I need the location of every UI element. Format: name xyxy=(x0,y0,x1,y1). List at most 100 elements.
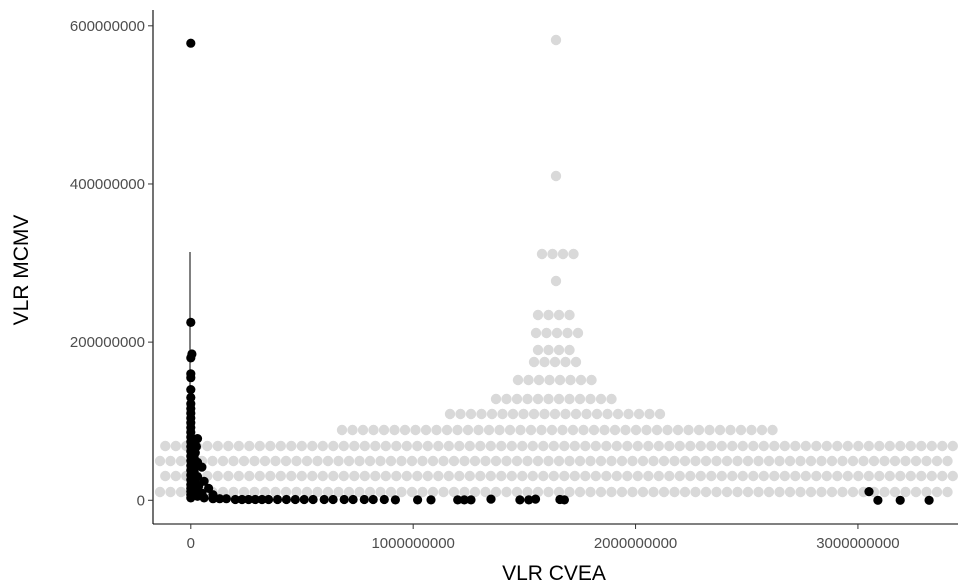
x-axis-ticks: 0 1000000000 2000000000 3000000000 xyxy=(187,524,900,552)
background-dot xyxy=(530,327,542,339)
background-dot xyxy=(926,470,937,482)
background-dot xyxy=(599,424,610,436)
background-dot xyxy=(543,344,554,356)
background-dot xyxy=(842,440,853,452)
background-dot xyxy=(585,393,596,405)
background-dot xyxy=(884,440,895,452)
background-dot xyxy=(664,470,675,482)
background-dot xyxy=(931,486,943,498)
background-dot xyxy=(473,424,484,436)
background-dot xyxy=(549,356,561,368)
background-dot xyxy=(569,470,580,482)
background-dot xyxy=(947,440,958,452)
background-dot xyxy=(784,486,796,498)
background-dot xyxy=(732,486,743,498)
background-dot xyxy=(497,408,508,420)
background-dot xyxy=(527,470,538,482)
background-dot xyxy=(669,455,680,467)
data-point xyxy=(486,494,496,504)
background-dot xyxy=(312,486,323,498)
data-point xyxy=(466,495,476,505)
background-dot xyxy=(611,440,622,452)
background-dot xyxy=(396,455,407,467)
background-dot xyxy=(622,470,633,482)
data-point xyxy=(264,494,274,505)
data-point xyxy=(895,495,905,505)
background-dot xyxy=(354,455,365,467)
data-point xyxy=(924,495,934,505)
background-dot xyxy=(452,424,463,436)
background-dot xyxy=(333,486,344,498)
background-dot xyxy=(343,455,355,467)
background-dot xyxy=(375,455,386,467)
background-dot xyxy=(349,440,360,452)
background-dot xyxy=(560,408,571,420)
background-dot xyxy=(921,455,932,467)
background-dot xyxy=(879,486,890,498)
background-dot xyxy=(160,470,171,482)
background-dot xyxy=(389,424,400,436)
background-dot xyxy=(564,393,575,405)
background-dot xyxy=(364,455,376,467)
background-dot xyxy=(359,440,370,452)
background-dot xyxy=(538,470,549,482)
background-dot xyxy=(175,486,187,498)
background-dot xyxy=(364,486,376,498)
background-dot xyxy=(249,486,260,498)
background-dot xyxy=(837,455,848,467)
background-dot xyxy=(275,470,286,482)
background-dot xyxy=(543,393,554,405)
background-dot xyxy=(821,440,832,452)
background-dot xyxy=(842,470,853,482)
background-dot xyxy=(574,393,586,405)
data-point xyxy=(308,494,318,505)
data-point xyxy=(328,494,338,505)
background-dot xyxy=(653,440,664,452)
background-dot xyxy=(874,470,885,482)
data-point xyxy=(348,494,358,505)
background-dot xyxy=(590,470,601,482)
background-dot xyxy=(507,408,519,420)
background-dot xyxy=(706,470,717,482)
background-dot xyxy=(515,424,526,436)
background-dot xyxy=(679,486,691,498)
background-dot xyxy=(721,486,733,498)
background-dot xyxy=(826,486,838,498)
background-dot xyxy=(690,455,701,467)
background-dot xyxy=(711,486,722,498)
background-dot xyxy=(380,440,391,452)
data-point xyxy=(290,494,300,505)
background-dot xyxy=(714,424,726,436)
background-dot xyxy=(564,455,575,467)
background-dot xyxy=(811,440,822,452)
background-dot xyxy=(512,374,524,386)
background-dot xyxy=(580,440,591,452)
x-tick-label: 2000000000 xyxy=(594,535,677,552)
background-dot xyxy=(695,440,706,452)
data-point xyxy=(244,494,254,505)
data-point xyxy=(339,494,349,505)
background-dot xyxy=(412,440,423,452)
background-dot xyxy=(448,486,460,498)
background-dot xyxy=(716,440,727,452)
background-dot xyxy=(207,455,218,467)
background-dot xyxy=(568,248,579,260)
background-dot xyxy=(444,408,456,420)
background-dot xyxy=(679,455,691,467)
background-dot xyxy=(570,408,582,420)
background-dot xyxy=(480,486,491,498)
background-dot xyxy=(758,470,769,482)
background-dot xyxy=(560,356,571,368)
background-dot xyxy=(422,470,433,482)
background-dot xyxy=(391,470,402,482)
background-dot xyxy=(217,455,229,467)
background-dot xyxy=(378,424,390,436)
x-axis-title: VLR CVEA xyxy=(502,562,606,584)
background-dot xyxy=(490,455,502,467)
background-dot xyxy=(296,470,307,482)
background-dot xyxy=(800,470,811,482)
background-dot xyxy=(223,440,234,452)
background-dot xyxy=(805,455,817,467)
background-dot xyxy=(233,470,244,482)
